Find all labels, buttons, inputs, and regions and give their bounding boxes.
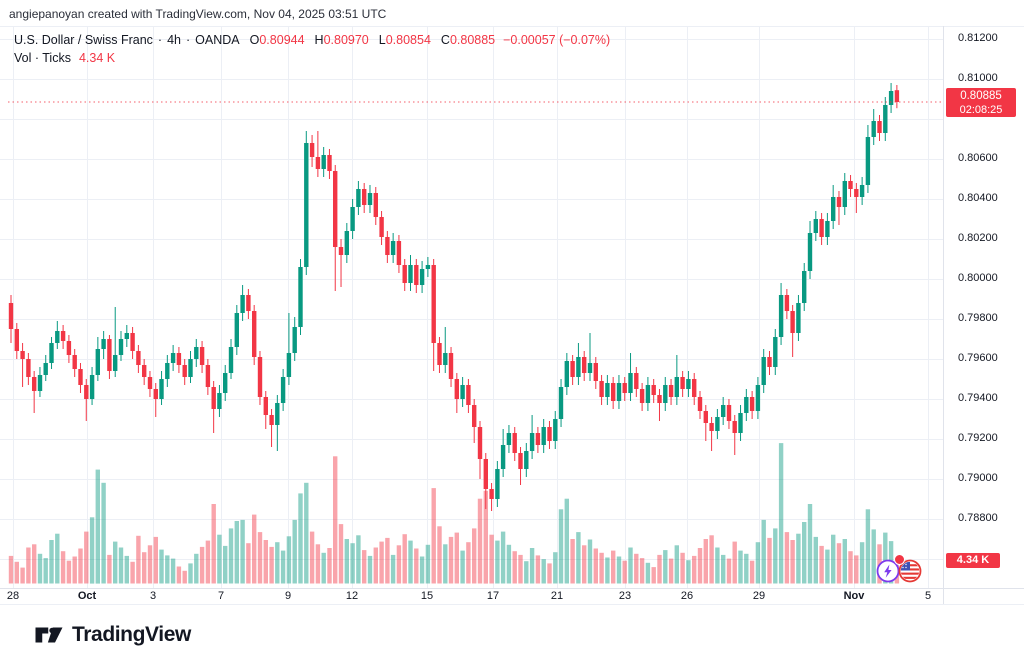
- symbol-title[interactable]: U.S. Dollar / Swiss Franc: [14, 33, 153, 47]
- pane-borders: [0, 26, 1024, 605]
- time-axis-label: 9: [284, 590, 292, 602]
- bar-countdown: 02:08:25: [959, 104, 1003, 116]
- ohlc-low: L0.80854: [378, 33, 431, 47]
- symbol-legend: U.S. Dollar / Swiss Franc · 4h · OANDA O…: [14, 31, 610, 67]
- volume-badge: 4.34 K: [946, 553, 1000, 568]
- exchange-name: OANDA: [195, 33, 240, 47]
- time-axis-label: 15: [420, 590, 434, 602]
- time-axis-label: 7: [217, 590, 225, 602]
- price-axis[interactable]: 0.81200 0.81000 0.80600 0.80400 0.80200 0.800…: [944, 26, 1024, 588]
- price-axis-label: 0.81000: [958, 72, 998, 84]
- time-axis-label: 29: [752, 590, 766, 602]
- last-price-value: 0.80885: [960, 90, 1002, 102]
- ohlc-open: O0.80944: [249, 33, 305, 47]
- price-axis-label: 0.80000: [958, 272, 998, 284]
- price-axis-label: 0.81200: [958, 32, 998, 44]
- tradingview-logo-mark: [35, 627, 63, 643]
- legend-separator: ·: [157, 33, 163, 47]
- attribution-text: angiepanoyan created with TradingView.co…: [9, 7, 387, 21]
- time-axis-label: 23: [618, 590, 632, 602]
- interval-value[interactable]: 4h: [167, 33, 181, 47]
- ohlc-high: H0.80970: [314, 33, 369, 47]
- price-axis-label: 0.78800: [958, 512, 998, 524]
- price-axis-label: 0.79800: [958, 312, 998, 324]
- time-axis-label: Nov: [843, 590, 865, 602]
- grid-layer: [0, 26, 943, 588]
- time-axis-label: Oct: [77, 590, 97, 602]
- price-axis-label: 0.80600: [958, 152, 998, 164]
- legend-main-row: U.S. Dollar / Swiss Franc · 4h · OANDA O…: [14, 31, 610, 49]
- time-axis-label: 17: [486, 590, 500, 602]
- legend-separator: ·: [186, 33, 191, 47]
- price-axis-label: 0.80200: [958, 232, 998, 244]
- volume-layer: [8, 443, 900, 584]
- economic-event-us-flag-icon[interactable]: [898, 559, 922, 583]
- event-notification-dot: [894, 554, 905, 565]
- price-axis-label: 0.79000: [958, 472, 998, 484]
- legend-volume-row: Vol · Ticks 4.34 K: [14, 49, 610, 67]
- tradingview-logo-text: TradingView: [72, 623, 191, 646]
- candles-layer: [8, 83, 900, 511]
- price-axis-label: 0.79200: [958, 432, 998, 444]
- price-axis-label: 0.79400: [958, 392, 998, 404]
- time-axis-label: 28: [6, 590, 20, 602]
- last-price-badge: 0.80885 02:08:25: [946, 88, 1016, 117]
- time-axis-label: 12: [345, 590, 359, 602]
- time-axis-label: 26: [680, 590, 694, 602]
- change-value: −0.00057 (−0.07%): [503, 33, 611, 47]
- price-axis-label: 0.80400: [958, 192, 998, 204]
- time-axis-label: 5: [924, 590, 932, 602]
- ohlc-close: C0.80885: [440, 33, 496, 47]
- volume-label[interactable]: Vol · Ticks: [14, 51, 71, 65]
- economic-event-lightning-icon[interactable]: [876, 559, 900, 583]
- time-axis[interactable]: 28 Oct 3 7 9 12 15 17 21 23 26 29 Nov 5: [0, 588, 1024, 605]
- price-axis-label: 0.79600: [958, 352, 998, 364]
- volume-value: 4.34 K: [78, 51, 116, 65]
- tradingview-logo[interactable]: TradingView: [34, 622, 191, 648]
- time-axis-label: 21: [550, 590, 564, 602]
- time-axis-label: 3: [149, 590, 157, 602]
